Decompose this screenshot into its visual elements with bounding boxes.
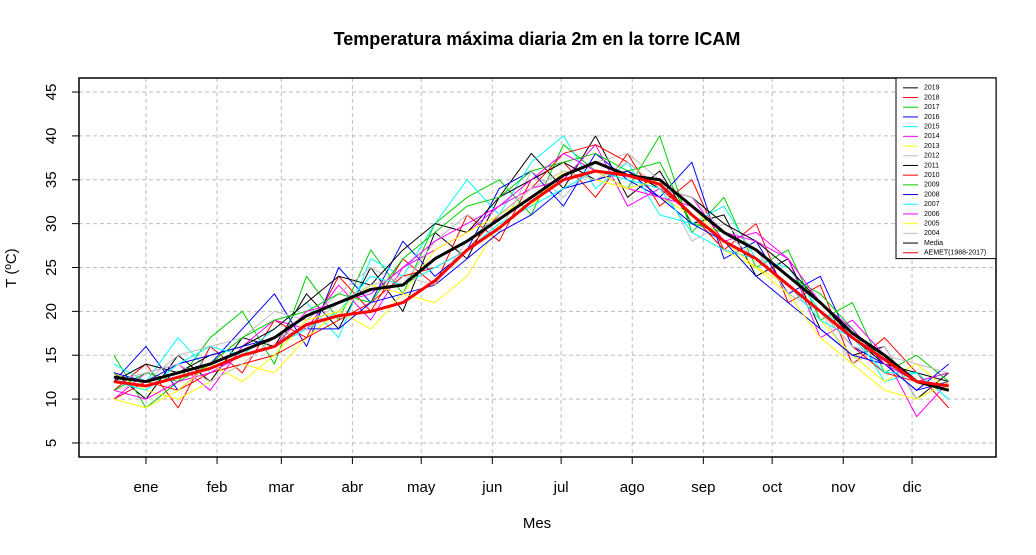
chart-title: Temperatura máxima diaria 2m en la torre… [334,29,741,49]
legend-label: 2015 [924,123,940,130]
series-line [113,169,949,388]
legend-label: AEMET(1988-2017) [924,250,986,257]
y-tick-label: 45 [43,84,60,101]
x-tick-label: feb [207,479,228,496]
legend-label: 2004 [924,230,940,237]
series-line [113,152,950,409]
series-line [113,160,950,392]
y-tick-label: 10 [43,391,60,408]
series-line [113,152,949,400]
y-tick-label: 5 [43,439,60,447]
y-tick-label: 20 [43,303,60,320]
legend-label: 2009 [924,182,940,189]
legend-label: 2014 [924,133,940,140]
series-line [113,135,950,409]
series-line [113,152,949,400]
y-tick-label: 15 [43,347,60,364]
x-tick-label: jul [553,479,569,496]
legend-label: 2012 [924,153,940,160]
x-tick-label: nov [831,479,856,496]
legend-label: 2008 [924,191,940,198]
x-tick-label: dic [902,479,922,496]
legend-label: 2010 [924,172,940,179]
series-line [113,161,949,383]
legend-label: Media [924,240,943,247]
series-line [113,144,949,400]
x-tick-label: sep [691,479,715,496]
legend-label: 2011 [924,162,939,169]
y-tick-label: 40 [43,128,60,145]
x-axis-label: Mes [523,515,551,532]
x-tick-label: ago [620,479,645,496]
x-tick-label: ene [133,479,158,496]
plot-frame [78,77,997,458]
series-line [113,170,949,391]
legend-label: 2005 [924,220,940,227]
legend-label: 2018 [924,94,940,101]
legend-label: 2019 [924,85,940,92]
legend-label: 2016 [924,114,940,121]
y-tick-label: 25 [43,259,60,276]
y-tick-label: 30 [43,215,60,232]
x-tick-label: jun [481,479,502,496]
x-tick-label: may [407,479,436,496]
x-tick-label: mar [268,479,294,496]
x-tick-label: abr [342,479,364,496]
y-axis-label: T (ºC) [3,248,20,287]
series-line [113,144,950,418]
legend-box [895,77,997,260]
series-line [113,161,949,383]
legend-label: 2007 [924,201,940,208]
legend-label: 2017 [924,104,940,111]
x-tick-label: oct [762,479,783,496]
legend-label: 2006 [924,211,940,218]
legend-label: 2013 [924,143,940,150]
y-tick-label: 35 [43,171,60,188]
